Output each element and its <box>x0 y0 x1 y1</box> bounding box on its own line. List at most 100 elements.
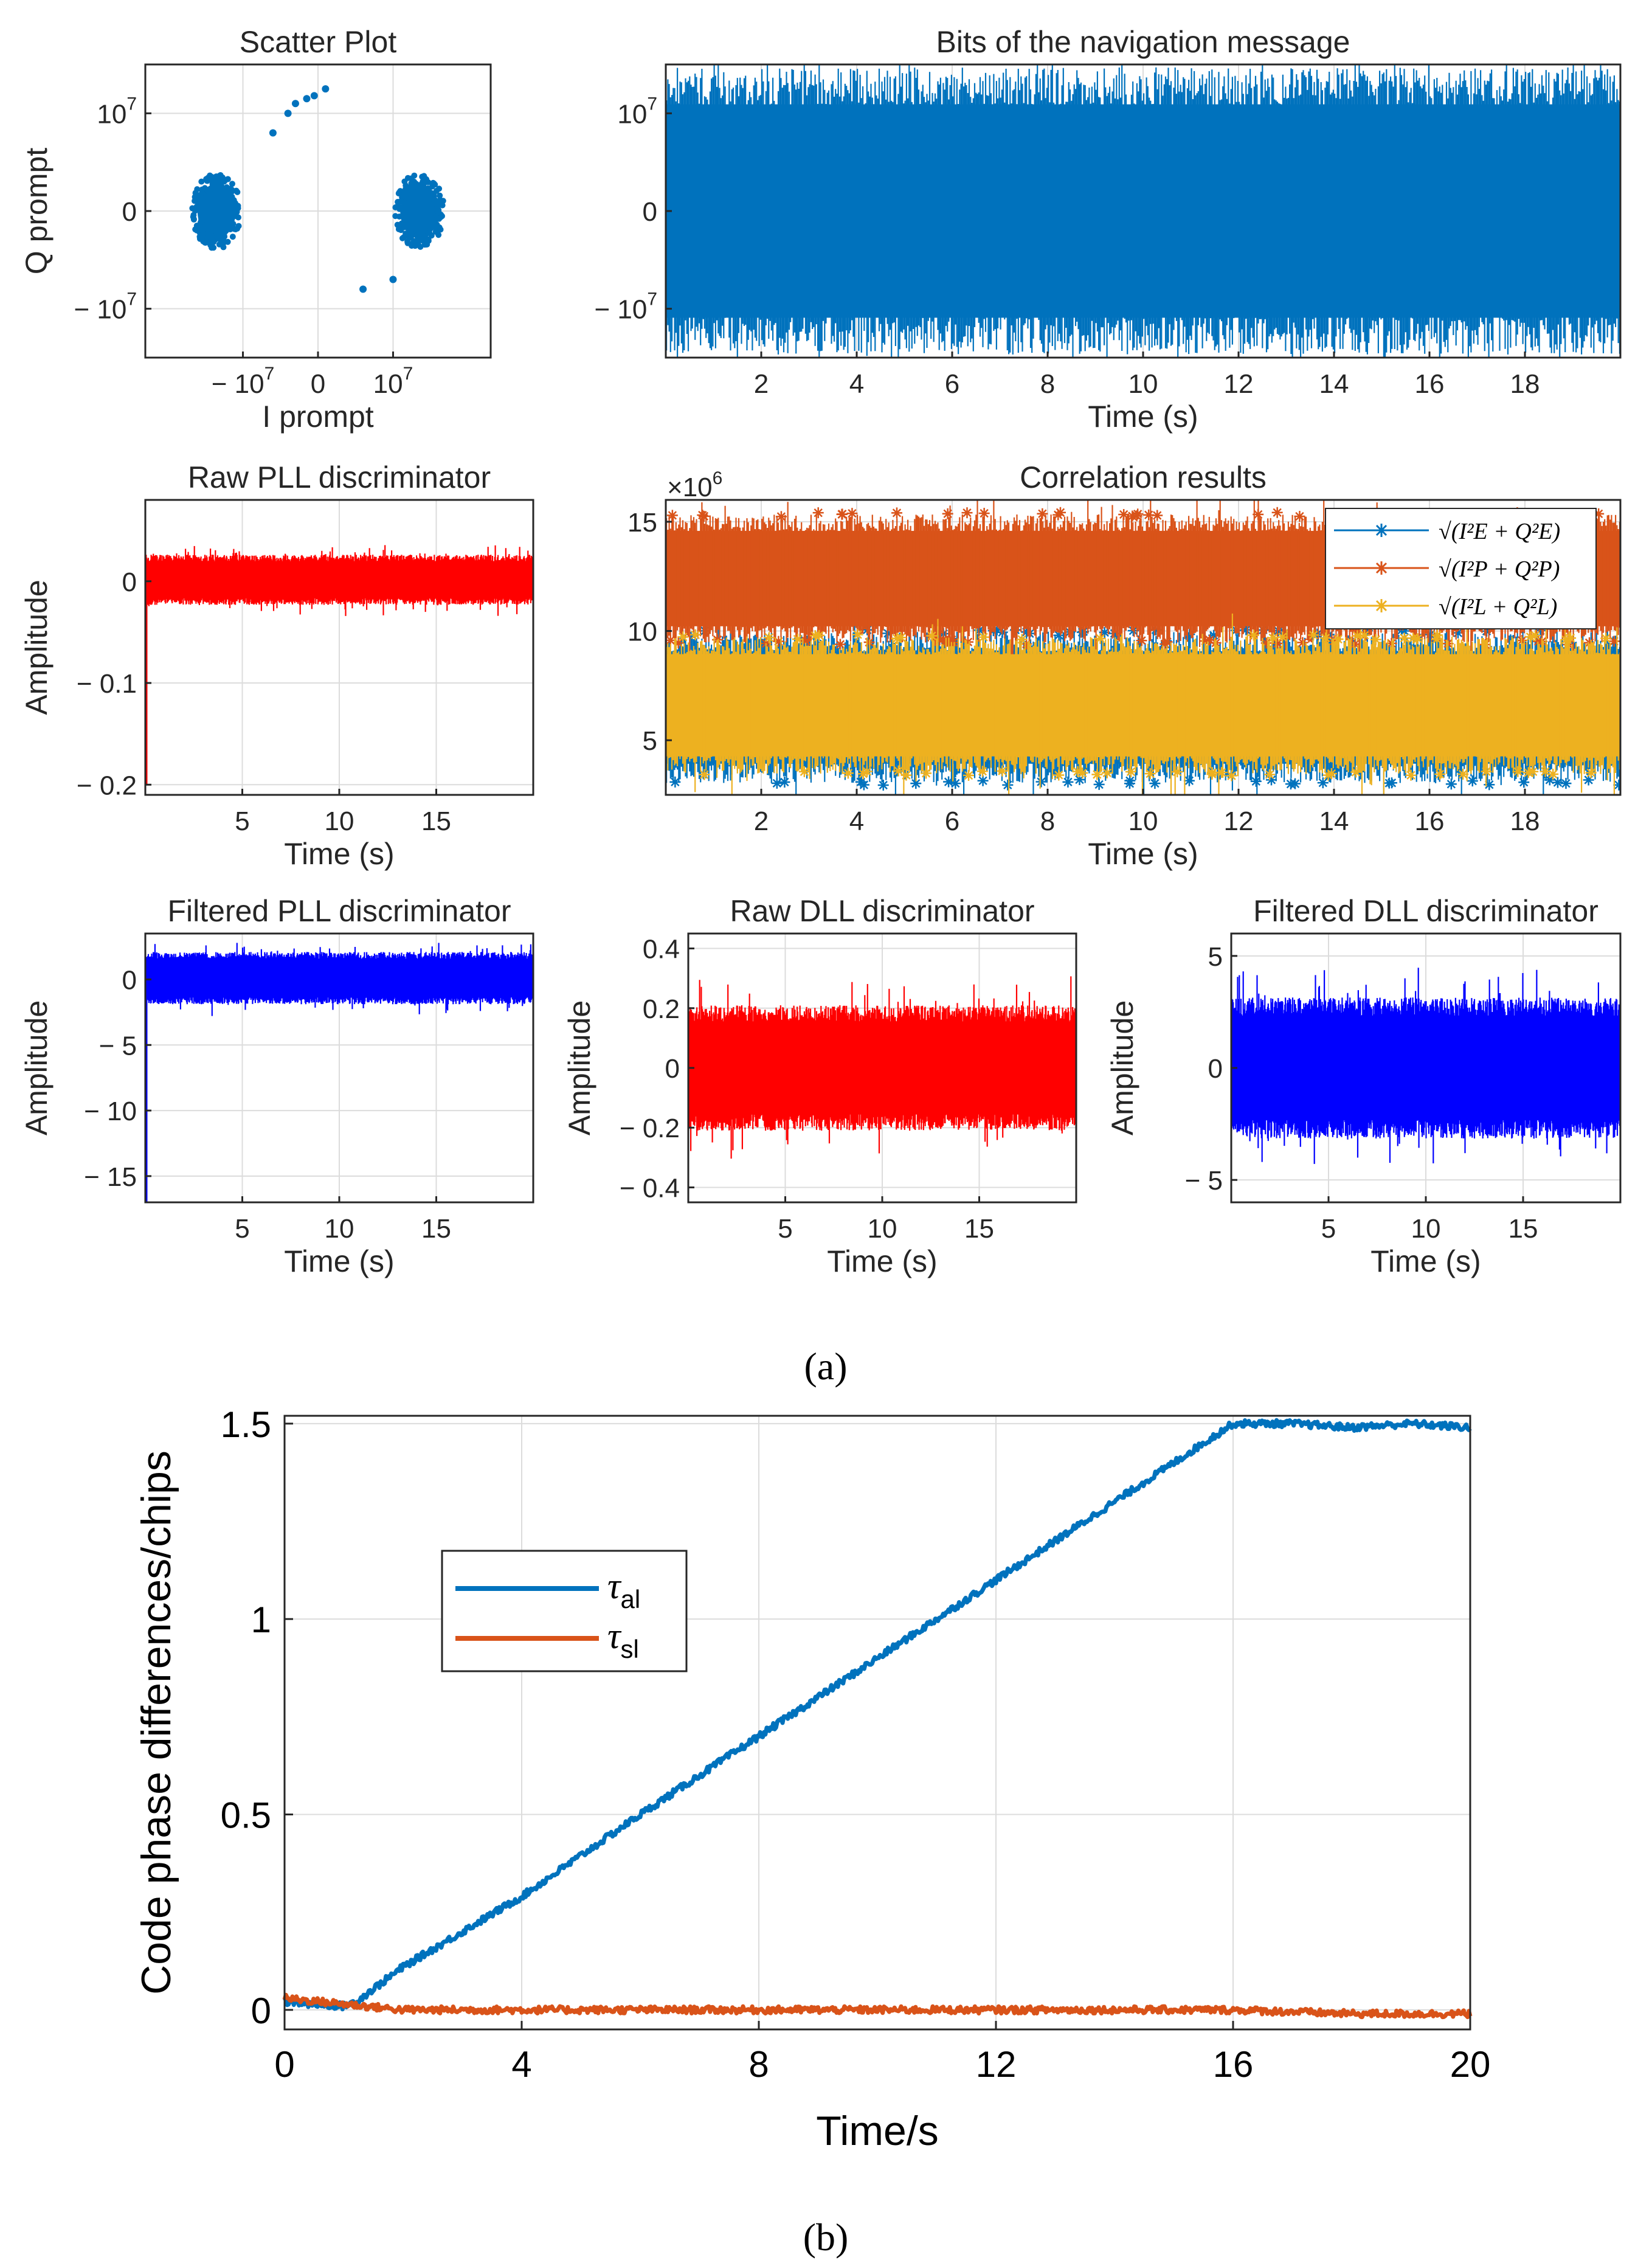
scatter-point <box>215 235 222 241</box>
x-tick-label: 12 <box>1224 806 1254 836</box>
scatter-point <box>437 226 444 233</box>
chart-rawpll: 5 10 15 0 − 0.1 − 0.2 Raw PLL discriminator Tim… <box>19 460 534 871</box>
legend-label: √(I²E + Q²E) <box>1439 519 1560 544</box>
y-tick-label: 0 <box>643 197 657 227</box>
y-tick-label: 0 <box>122 965 137 995</box>
x-tick-label: 10 <box>325 806 354 836</box>
x-tick-label: − 107 <box>212 364 275 399</box>
scatter-point <box>198 178 205 185</box>
scatter-point <box>431 196 438 203</box>
scatter-point <box>224 176 231 182</box>
scatter-point <box>202 240 209 246</box>
y-tick-exponent: 7 <box>126 94 137 114</box>
scatter-point <box>229 234 236 240</box>
chart-rawdll: 5 10 15 0.4 0.2 0 − 0.2 − 0.4 Raw DLL discrimina… <box>562 894 1077 1278</box>
scatter-point <box>233 187 240 194</box>
x-tick-label: 10 <box>1128 806 1158 836</box>
scatter-point <box>404 191 410 198</box>
y-axis-label: Amplitude <box>19 1000 54 1135</box>
x-tick-label: 15 <box>421 806 451 836</box>
y-tick-label: − 0.1 <box>77 669 137 699</box>
x-tick-exponent: 7 <box>264 364 275 384</box>
x-axis-label: Time (s) <box>1088 837 1198 871</box>
scatter-point <box>322 85 330 93</box>
chart-filtdll: 5 10 15 5 0 − 5 Filtered DLL discriminator Time… <box>1105 894 1622 1278</box>
x-axis-label: I prompt <box>262 400 374 434</box>
scatter-point <box>190 213 196 220</box>
scatter-point <box>392 213 399 220</box>
scatter-point <box>203 176 210 182</box>
x-tick-label: 10 <box>868 1214 897 1244</box>
x-tick-label: 6 <box>945 806 959 836</box>
y-tick-label: 107 <box>97 94 137 129</box>
chart-title: Bits of the navigation message <box>936 25 1350 59</box>
scatter-point <box>284 109 292 117</box>
x-tick-label: 10 <box>1128 369 1158 399</box>
scatter-point <box>232 226 239 232</box>
x-tick-label: 14 <box>1319 369 1349 399</box>
y-axis-label: Amplitude <box>562 1000 596 1135</box>
axis-multiplier-exp: 6 <box>713 468 723 488</box>
y-tick-label: 0 <box>1208 1054 1223 1084</box>
x-tick-label: 8 <box>1040 369 1055 399</box>
y-tick-exponent: 7 <box>647 94 657 114</box>
y-tick-label: 10 <box>627 617 657 647</box>
scatter-point <box>208 173 215 180</box>
scatter-point <box>207 238 213 245</box>
series-bits-0 <box>666 64 1620 358</box>
x-tick-label: 20 <box>1450 2044 1491 2085</box>
y-tick-label: 5 <box>1208 942 1223 972</box>
scatter-point <box>229 212 236 218</box>
y-tick-label: 0 <box>122 567 137 597</box>
x-tick-label: 8 <box>1040 806 1055 836</box>
chart-codephase: 0 4 8 12 16 20 0 0.5 1 1.5 Time/s Code phase differ… <box>133 1404 1490 2154</box>
y-tick-label: 0.2 <box>643 994 680 1024</box>
scatter-point <box>407 234 414 241</box>
scatter-point <box>398 198 404 204</box>
y-tick-label: 5 <box>643 726 657 756</box>
x-tick-label: 15 <box>421 1214 451 1244</box>
series-rawpll-0 <box>145 545 533 785</box>
scatter-point <box>407 229 414 235</box>
x-tick-label: 2 <box>754 369 769 399</box>
scatter-point <box>210 244 217 251</box>
chart-filtpll: 5 10 15 0 − 5 − 10 − 15 Filtered PLL discrimina… <box>19 894 534 1278</box>
scatter-point <box>418 235 424 242</box>
x-tick-label: 4 <box>849 806 864 836</box>
x-tick-label: 2 <box>754 806 769 836</box>
scatter-point <box>424 185 431 192</box>
scatter-point <box>359 285 367 293</box>
y-tick-label: − 0.2 <box>77 771 137 800</box>
scatter-point <box>401 216 407 223</box>
y-axis-label: Amplitude <box>19 580 54 715</box>
y-tick-label: 107 <box>617 94 657 129</box>
x-tick-label: 0 <box>274 2044 294 2085</box>
x-tick-label: 5 <box>235 806 249 836</box>
x-tick-label: 15 <box>1509 1214 1538 1244</box>
scatter-point <box>400 234 407 241</box>
x-tick-label: 5 <box>778 1214 792 1244</box>
scatter-cluster <box>197 184 236 238</box>
x-tick-label: 18 <box>1510 806 1540 836</box>
scatter-point <box>426 230 433 237</box>
x-tick-label: 12 <box>1224 369 1254 399</box>
x-tick-label: 14 <box>1319 806 1349 836</box>
scatter-point <box>425 236 432 243</box>
scatter-point <box>415 241 421 248</box>
series-line-1 <box>282 1992 1473 2020</box>
x-tick-label: 10 <box>325 1214 354 1244</box>
scatter-point <box>435 207 442 213</box>
scatter-point <box>432 223 438 229</box>
x-axis-label: Time (s) <box>1370 1244 1481 1278</box>
y-tick-label: 0.4 <box>643 935 680 965</box>
scatter-point <box>229 181 235 187</box>
scatter-point <box>230 197 237 204</box>
chart-bits: 2 4 6 8 10 12 14 16 18 − 107 0 107 Bits of the navig… <box>594 25 1622 434</box>
y-tick-label: − 107 <box>74 289 137 325</box>
series-filtdll-0 <box>1231 968 1620 1164</box>
x-tick-label: 12 <box>976 2044 1017 2085</box>
y-tick-label: 15 <box>627 508 657 538</box>
scatter-point <box>214 179 221 185</box>
chart-title: Filtered DLL discriminator <box>1253 894 1598 928</box>
